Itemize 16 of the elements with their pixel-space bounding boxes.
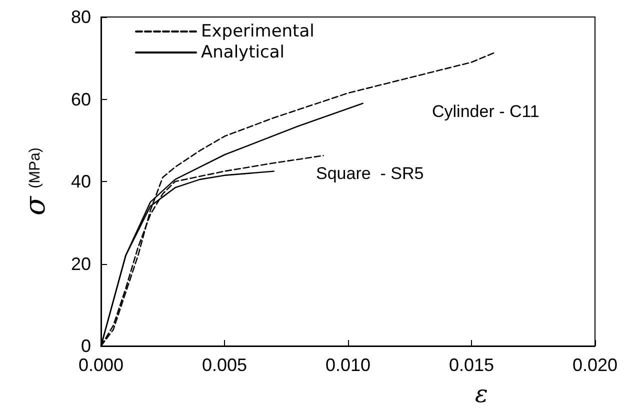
x-tick-label: 0.010 bbox=[325, 355, 371, 375]
annotation: Square - SR5 bbox=[316, 164, 424, 183]
y-tick-label: 60 bbox=[70, 89, 91, 110]
y-tick-label: 40 bbox=[70, 172, 91, 192]
y-tick-label: 20 bbox=[70, 254, 91, 274]
y-tick-label: 80 bbox=[70, 7, 91, 27]
legend-label: Analytical bbox=[201, 42, 284, 62]
annotation: Cylinder - C11 bbox=[432, 102, 540, 121]
y-axis-title: σ (MPa) bbox=[18, 148, 52, 216]
x-tick-label: 0.000 bbox=[78, 355, 124, 375]
legend-label: Experimental bbox=[201, 22, 314, 42]
x-tick-label: 0.015 bbox=[448, 355, 494, 375]
x-axis-title: ε bbox=[475, 380, 488, 408]
x-tick-label: 0.005 bbox=[202, 355, 248, 375]
x-tick-label: 0.020 bbox=[572, 355, 618, 375]
y-tick-label: 0 bbox=[80, 336, 91, 356]
